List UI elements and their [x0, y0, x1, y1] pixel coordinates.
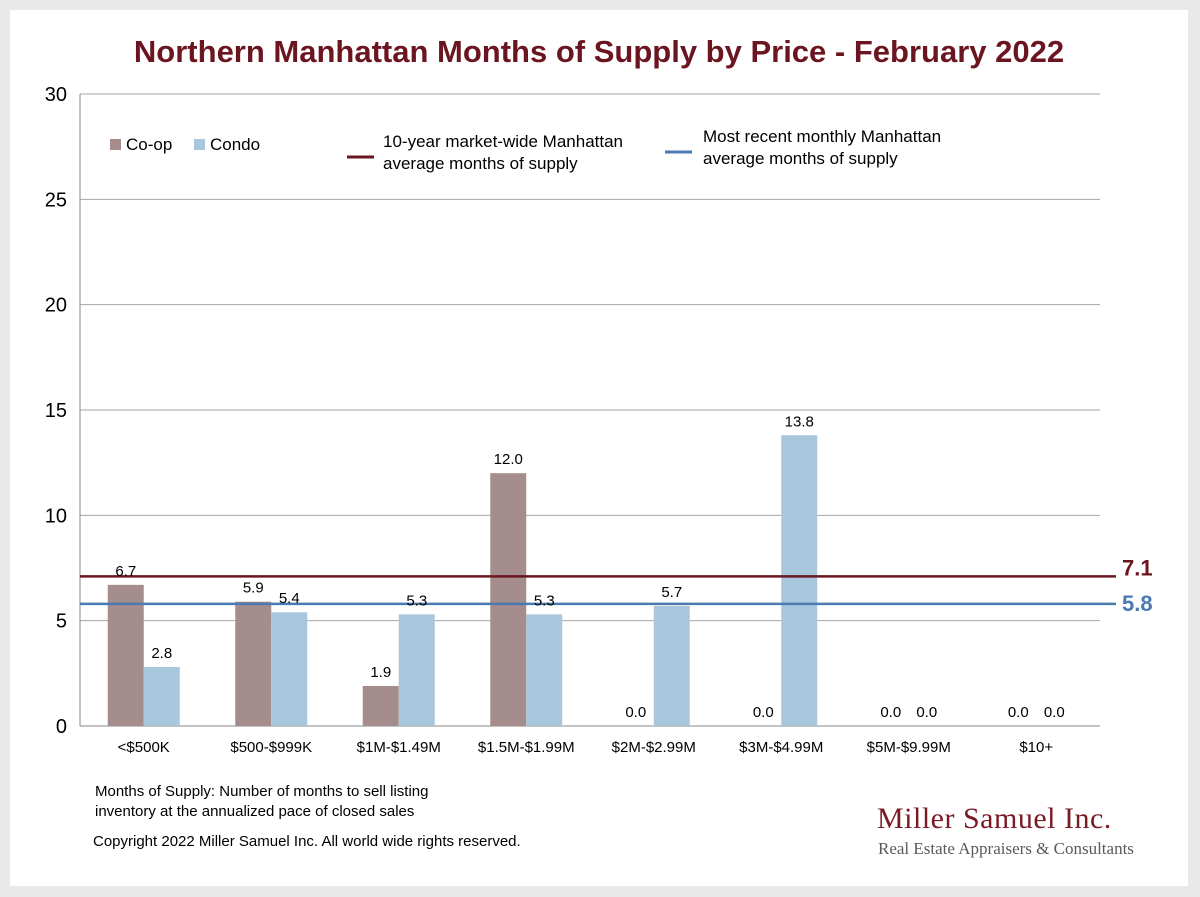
chart-svg: Northern Manhattan Months of Supply by P… — [45, 34, 1153, 858]
legend: Co-op Condo 10-year market-wide Manhatta… — [110, 127, 941, 173]
bar-condo — [653, 605, 690, 726]
data-label: 0.0 — [753, 704, 774, 721]
legend-label-coop: Co-op — [126, 135, 172, 154]
legend-label-ten-year-2: average months of supply — [383, 154, 578, 173]
legend-label-recent-1: Most recent monthly Manhattan — [703, 127, 941, 146]
y-tick-label: 20 — [45, 295, 67, 317]
footnote-line-2: inventory at the annualized pace of clos… — [95, 803, 414, 820]
data-label: 0.0 — [880, 704, 901, 721]
bars — [107, 435, 818, 726]
bar-condo — [398, 614, 435, 726]
x-tick-label: $500-$999K — [230, 739, 312, 756]
chart-frame: Northern Manhattan Months of Supply by P… — [10, 10, 1188, 886]
data-label: 0.0 — [916, 704, 937, 721]
chart-title: Northern Manhattan Months of Supply by P… — [134, 34, 1064, 69]
data-label: 0.0 — [1008, 704, 1029, 721]
x-tick-label: $5M-$9.99M — [867, 739, 951, 756]
brand-tagline: Real Estate Appraisers & Consultants — [878, 839, 1134, 858]
y-tick-label: 30 — [45, 84, 67, 106]
data-label: 5.3 — [406, 592, 427, 609]
data-label: 5.9 — [243, 580, 264, 597]
brand-logo-text: Miller Samuel Inc. — [877, 802, 1112, 835]
x-axis-ticks: <$500K $500-$999K $1M-$1.49M $1.5M-$1.99M $2… — [118, 739, 1054, 756]
legend-swatch-coop — [110, 139, 121, 150]
data-label: 0.0 — [625, 704, 646, 721]
footnote-line-1: Months of Supply: Number of months to se… — [95, 783, 429, 800]
y-tick-label: 10 — [45, 505, 67, 527]
legend-label-recent-2: average months of supply — [703, 149, 898, 168]
x-tick-label: $10+ — [1019, 739, 1053, 756]
reference-line-label: 5.8 — [1122, 591, 1153, 616]
bar-condo — [526, 614, 563, 726]
bar-coop — [107, 584, 144, 726]
data-label: 5.3 — [534, 592, 555, 609]
data-labels: 6.7 2.8 5.9 5.4 1.9 5.3 12.0 5.3 0.0 5.7 0.0 13.8 0.… — [115, 413, 1064, 721]
legend-swatch-condo — [194, 139, 205, 150]
x-tick-label: $2M-$2.99M — [612, 739, 696, 756]
bar-condo — [271, 612, 308, 726]
data-label: 12.0 — [494, 451, 523, 468]
x-tick-label: $3M-$4.99M — [739, 739, 823, 756]
data-label: 5.4 — [279, 590, 300, 607]
bar-coop — [362, 685, 399, 726]
data-label: 5.7 — [661, 584, 682, 601]
data-label: 0.0 — [1044, 704, 1065, 721]
y-tick-label: 25 — [45, 189, 67, 211]
copyright-text: Copyright 2022 Miller Samuel Inc. All wo… — [93, 833, 521, 850]
legend-label-ten-year-1: 10-year market-wide Manhattan — [383, 132, 623, 151]
legend-label-condo: Condo — [210, 135, 260, 154]
x-tick-label: $1.5M-$1.99M — [478, 739, 575, 756]
gridlines — [79, 93, 1100, 727]
data-label: 13.8 — [785, 413, 814, 430]
y-tick-label: 0 — [56, 716, 67, 738]
y-tick-label: 5 — [56, 611, 67, 633]
bar-coop — [490, 473, 527, 726]
bar-condo — [143, 667, 180, 726]
bar-condo — [781, 435, 818, 726]
x-tick-label: <$500K — [118, 739, 170, 756]
data-label: 6.7 — [115, 563, 136, 580]
reference-lines: 7.15.8 — [80, 555, 1153, 616]
bar-coop — [235, 601, 272, 726]
reference-line-label: 7.1 — [1122, 555, 1153, 580]
data-label: 2.8 — [151, 645, 172, 662]
y-tick-label: 15 — [45, 400, 67, 422]
y-axis-ticks: 0 5 10 15 20 25 30 — [45, 84, 67, 738]
x-tick-label: $1M-$1.49M — [357, 739, 441, 756]
data-label: 1.9 — [370, 664, 391, 681]
